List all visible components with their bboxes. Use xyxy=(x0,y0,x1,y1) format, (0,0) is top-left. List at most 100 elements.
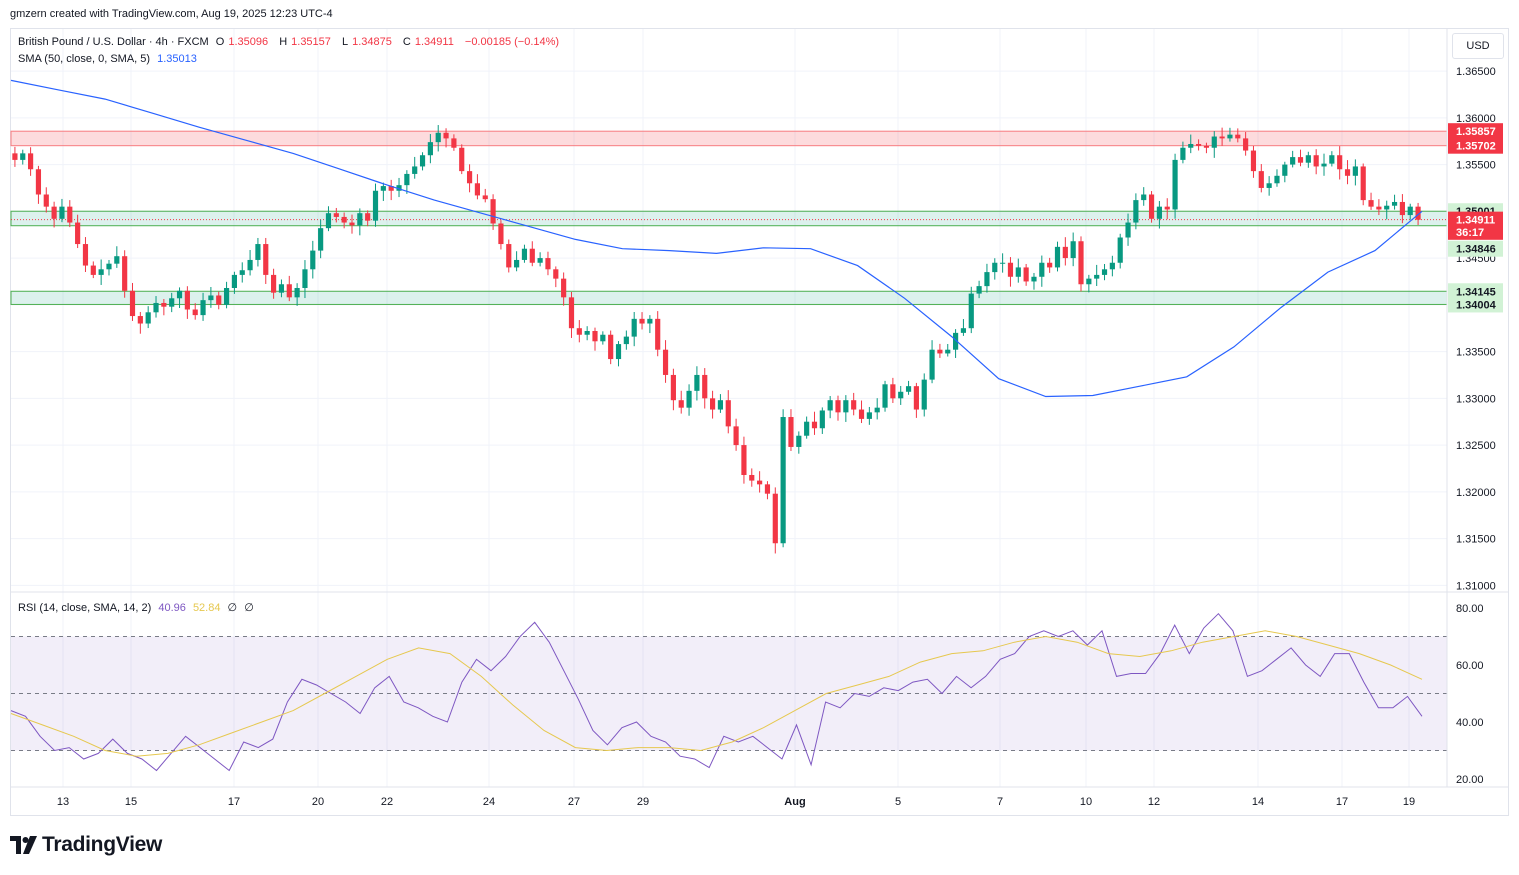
price-legend: British Pound / U.S. Dollar · 4h · FXCM … xyxy=(18,36,563,48)
sma-line xyxy=(10,79,1423,398)
candle-body xyxy=(192,309,198,316)
price-tick-label: 1.31500 xyxy=(1456,534,1496,546)
time-tick-label: 24 xyxy=(483,796,495,808)
candle-body xyxy=(702,374,708,399)
candle-body xyxy=(913,386,919,410)
candle-body xyxy=(1399,201,1405,216)
sma-legend[interactable]: SMA (50, close, 0, SMA, 5) 1.35013 xyxy=(18,53,201,65)
candle-body xyxy=(921,379,927,410)
price-tick-label: 1.35500 xyxy=(1456,160,1496,172)
candle-body xyxy=(247,259,253,271)
candle-body xyxy=(686,390,692,408)
candle-body xyxy=(568,297,575,329)
chart-credit: gmzern created with TradingView.com, Aug… xyxy=(10,8,333,20)
high-value: 1.35157 xyxy=(291,36,331,48)
candle-body xyxy=(851,400,857,410)
candle-body xyxy=(866,412,872,419)
time-tick-label: 13 xyxy=(57,796,69,808)
candle-body xyxy=(545,258,551,270)
candle-body xyxy=(529,248,535,263)
candle-body xyxy=(1070,241,1076,259)
candle-body xyxy=(592,331,598,342)
close-label: C 1.34911 xyxy=(402,36,454,48)
candle-body xyxy=(318,228,324,251)
price-label-box xyxy=(1448,211,1503,228)
candle-body xyxy=(804,421,810,436)
candle-body xyxy=(1211,136,1217,148)
time-tick-label: 27 xyxy=(568,796,580,808)
candle-body xyxy=(608,334,614,360)
candle-body xyxy=(670,374,676,401)
candle-body xyxy=(482,195,488,200)
candle-body xyxy=(506,244,512,268)
candle-body xyxy=(59,206,65,219)
candle-body xyxy=(968,293,974,329)
candle-body xyxy=(725,400,731,427)
candle-body xyxy=(1352,166,1358,176)
price-label-box xyxy=(1448,137,1503,154)
candle-body xyxy=(459,147,465,172)
price-tick-label: 1.33000 xyxy=(1456,393,1496,405)
rsi-label: RSI (14, close, SMA, 14, 2) xyxy=(18,602,152,614)
candle-body xyxy=(161,302,167,307)
candle-body xyxy=(286,284,292,298)
candle-body xyxy=(858,409,865,419)
candle-body xyxy=(1258,171,1264,188)
high-label: H 1.35157 xyxy=(279,36,331,48)
symbol-label[interactable]: British Pound / U.S. Dollar · 4h · FXCM xyxy=(18,36,209,48)
candle-body xyxy=(717,400,724,410)
change-value: −0.00185 (−0.14%) xyxy=(464,36,560,48)
price-label-box xyxy=(1448,296,1503,313)
candle-body xyxy=(28,153,34,170)
candle-body xyxy=(1148,194,1155,219)
currency-selector[interactable]: USD xyxy=(1452,33,1504,59)
price-label-text: 1.35702 xyxy=(1456,141,1496,153)
price-tick-label: 1.36500 xyxy=(1456,66,1496,78)
candle-body xyxy=(1141,194,1147,201)
tradingview-logo[interactable]: TradingView xyxy=(10,833,162,857)
sma-label: SMA (50, close, 0, SMA, 5) xyxy=(18,53,151,65)
time-tick-label: 22 xyxy=(381,796,393,808)
candle-body xyxy=(874,407,880,413)
rsi-legend[interactable]: RSI (14, close, SMA, 14, 2) 40.96 52.84 … xyxy=(18,601,258,614)
candle-body xyxy=(678,400,684,408)
price-label-box xyxy=(1448,283,1503,300)
price-tick-label: 1.33500 xyxy=(1456,347,1496,359)
candle-body xyxy=(1274,175,1280,184)
candle-body xyxy=(333,213,339,217)
candle-body xyxy=(521,248,528,260)
price-label-text: 36:17 xyxy=(1456,227,1484,239)
candle-body xyxy=(1250,150,1257,172)
candle-body xyxy=(553,269,559,279)
candle-body xyxy=(474,183,481,196)
candle-body xyxy=(741,445,747,475)
candle-body xyxy=(1156,206,1162,219)
candle-body xyxy=(882,384,888,408)
candle-body xyxy=(325,213,332,229)
candle-body xyxy=(82,244,89,266)
candle-body xyxy=(929,349,935,380)
candle-body xyxy=(976,286,982,294)
candle-body xyxy=(788,417,794,447)
candle-body xyxy=(404,173,410,186)
time-tick-label: 14 xyxy=(1252,796,1264,808)
candle-body xyxy=(945,349,951,354)
candle-body xyxy=(1368,200,1374,207)
price-label-box xyxy=(1448,240,1503,257)
candle-body xyxy=(169,298,175,307)
rsi-tick-label: 40.00 xyxy=(1456,717,1484,729)
candle-body xyxy=(1282,164,1288,176)
candle-body xyxy=(67,206,73,223)
candle-body xyxy=(1000,262,1006,264)
low-label: L 1.34875 xyxy=(341,36,392,48)
candle-body xyxy=(427,142,433,156)
candle-body xyxy=(75,222,81,245)
candle-body xyxy=(811,421,818,429)
candle-body xyxy=(992,262,998,273)
close-value: 1.34911 xyxy=(414,36,454,48)
candle-body xyxy=(1164,206,1170,210)
candle-body xyxy=(655,318,661,350)
time-tick-label: 15 xyxy=(125,796,137,808)
candle-body xyxy=(1125,222,1131,238)
